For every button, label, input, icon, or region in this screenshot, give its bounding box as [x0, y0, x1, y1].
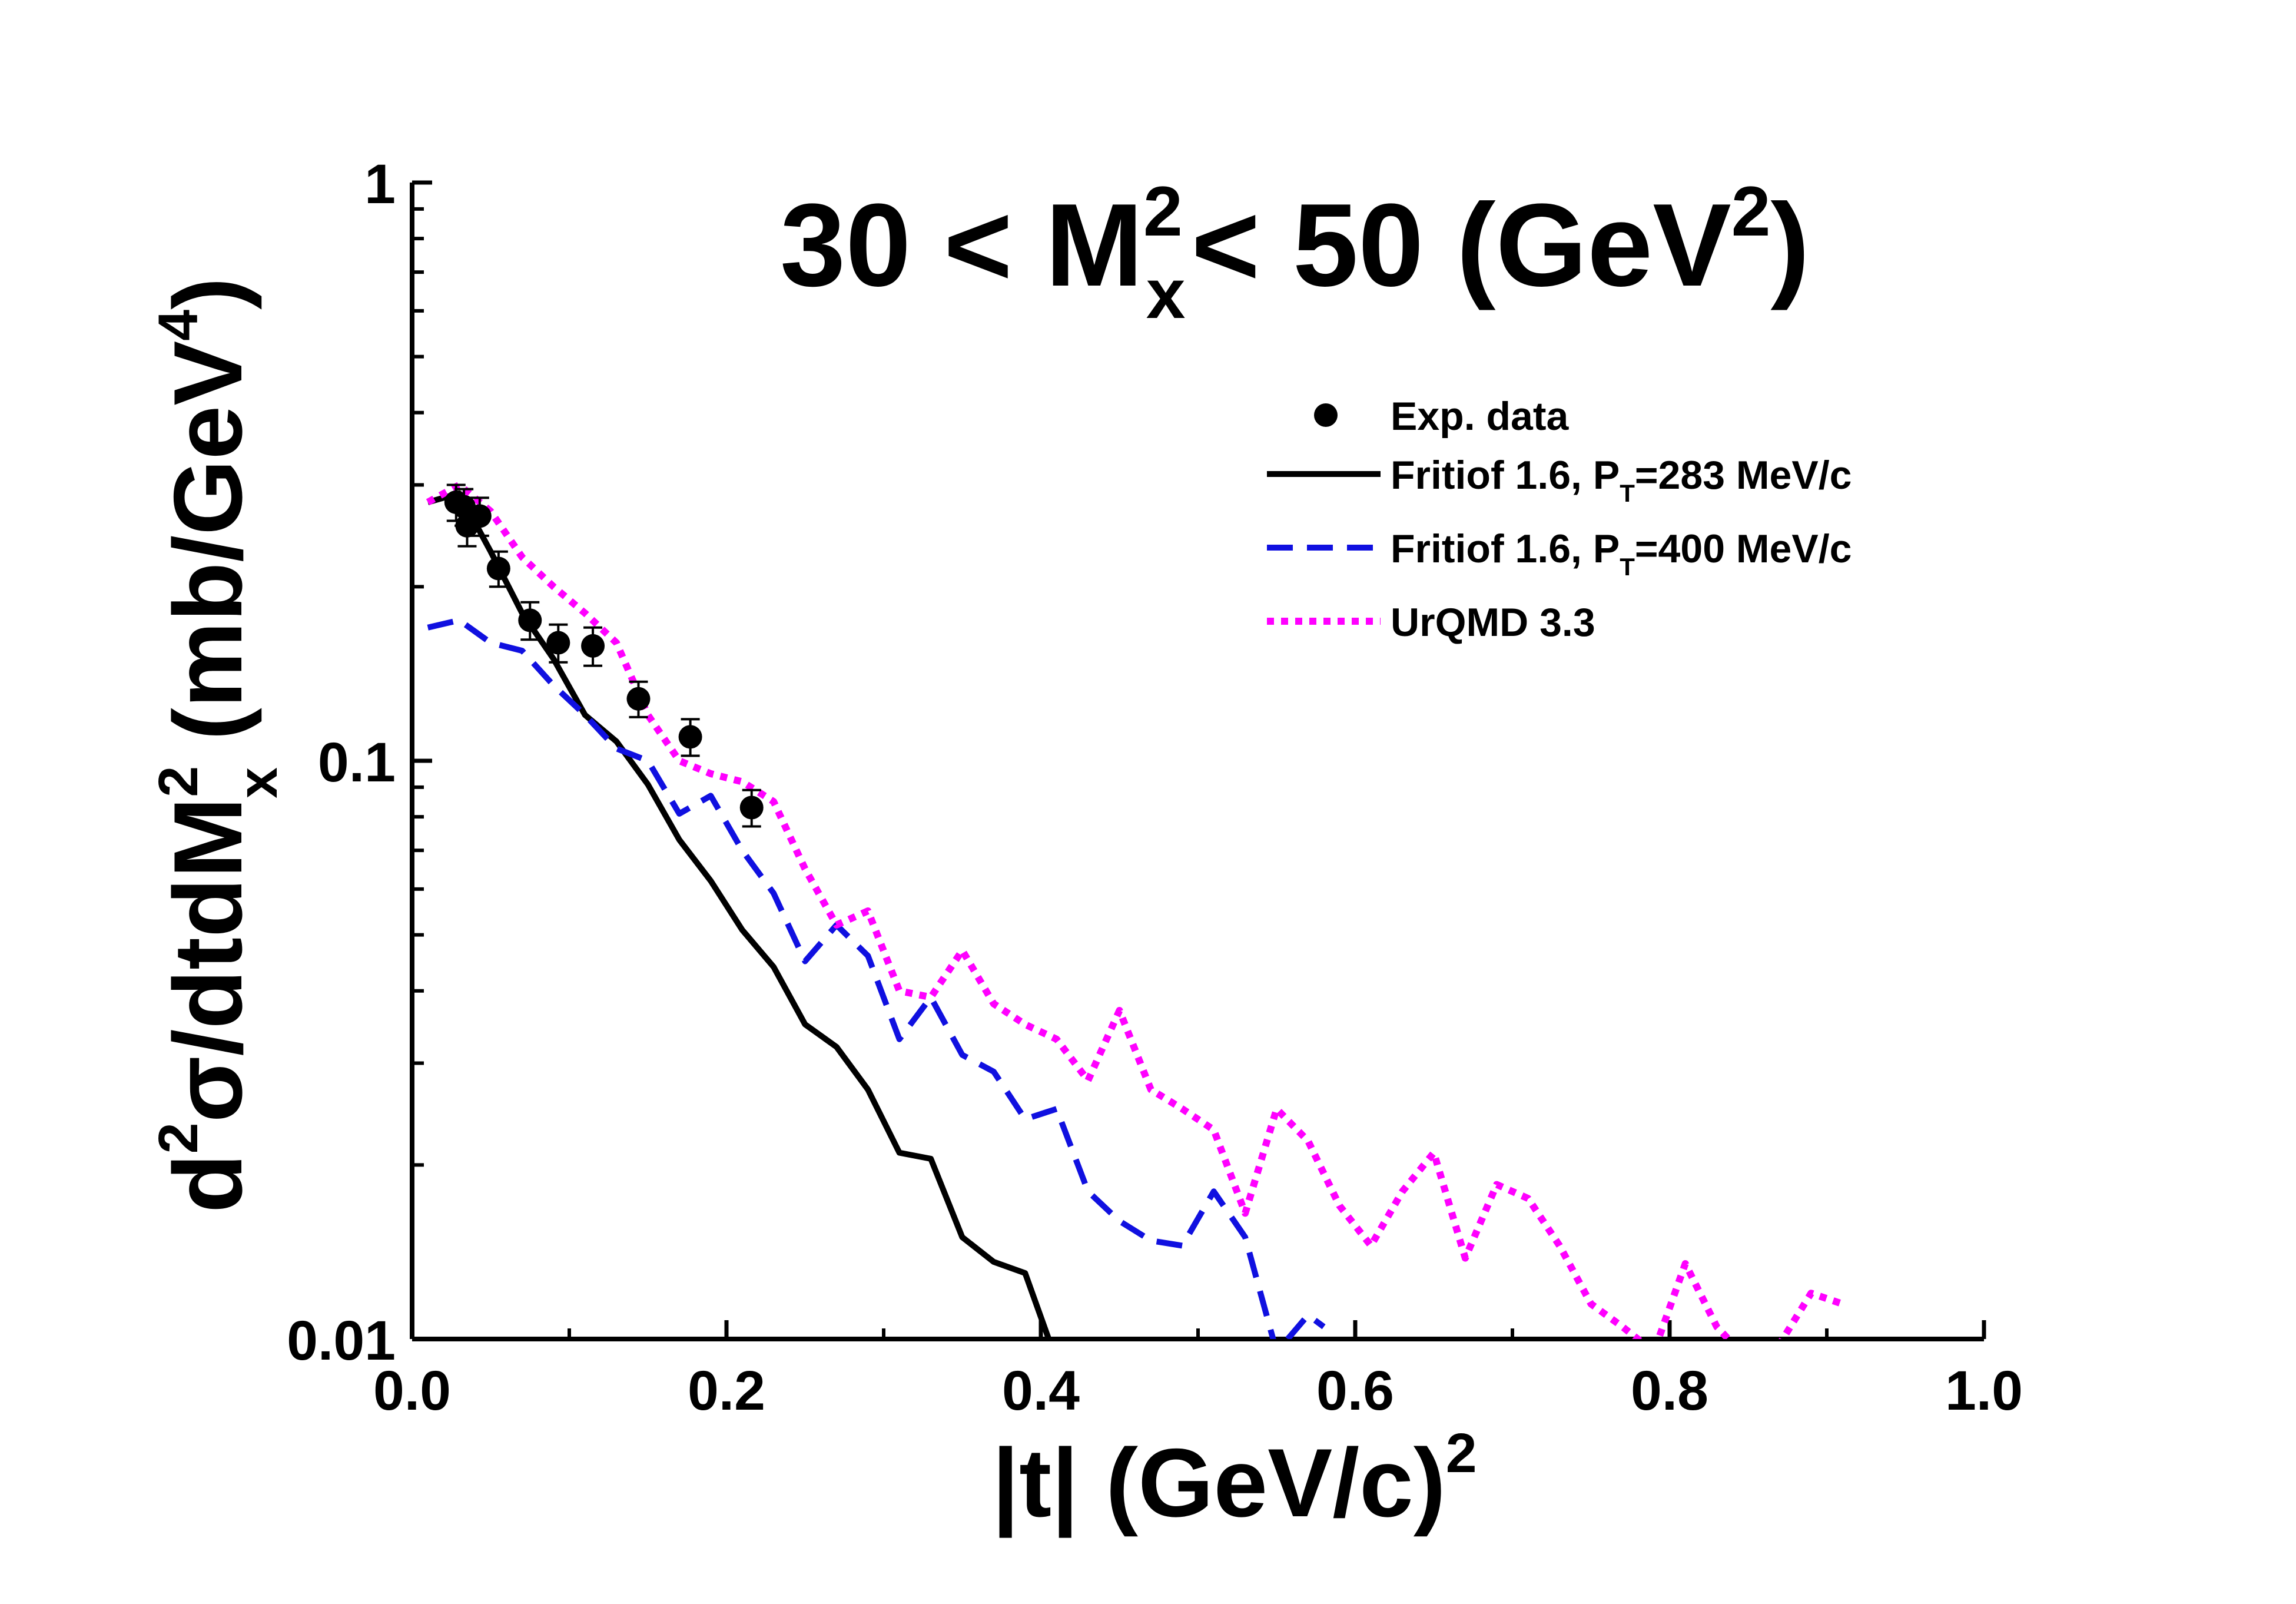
data-point [581, 634, 605, 658]
legend: Exp. data Fritiof 1.6, PT=283 MeV/c Frit… [1267, 394, 1852, 645]
x-tick-label: 0.0 [373, 1360, 451, 1422]
x-tick-label: 0.6 [1316, 1360, 1394, 1422]
data-point [467, 504, 492, 528]
y-tick-label: 1 [364, 153, 396, 216]
legend-marker-exp-data [1314, 403, 1338, 427]
y-tick-label: 0.01 [287, 1310, 396, 1372]
data-point [486, 556, 510, 581]
data-point [546, 631, 570, 655]
legend-label-urqmd: UrQMD 3.3 [1391, 600, 1595, 645]
data-point [678, 725, 702, 749]
legend-label-exp-data: Exp. data [1391, 394, 1569, 439]
chart-title: 30 < M2 x< 50 (GeV2) [780, 172, 1810, 333]
legend-label-fritiof-400: Fritiof 1.6, PT=400 MeV/c [1391, 526, 1852, 581]
series-line-3 [426, 481, 1844, 1339]
series-line-2 [427, 617, 1326, 1339]
x-tick-label: 0.4 [1002, 1360, 1080, 1422]
axis-ticks [410, 180, 1986, 1341]
exp-data-points [444, 483, 764, 828]
plot-series [426, 481, 1844, 1339]
tick-labels: 0.0 0.2 0.4 0.6 0.8 1.0 0.01 0.1 1 [287, 153, 2023, 1422]
data-point [626, 687, 651, 711]
y-tick-label: 0.1 [318, 731, 396, 794]
x-tick-label: 0.8 [1631, 1360, 1708, 1422]
y-axis-label: d2σ/dtdM2 x (mb/GeV4) [147, 277, 289, 1213]
x-axis-label: |t| (GeV/c)2 [992, 1422, 1477, 1538]
x-tick-label: 1.0 [1945, 1360, 2023, 1422]
x-tick-label: 0.2 [688, 1360, 765, 1422]
data-point [739, 796, 764, 820]
data-point [518, 608, 542, 632]
legend-label-fritiof-283: Fritiof 1.6, PT=283 MeV/c [1391, 453, 1852, 507]
